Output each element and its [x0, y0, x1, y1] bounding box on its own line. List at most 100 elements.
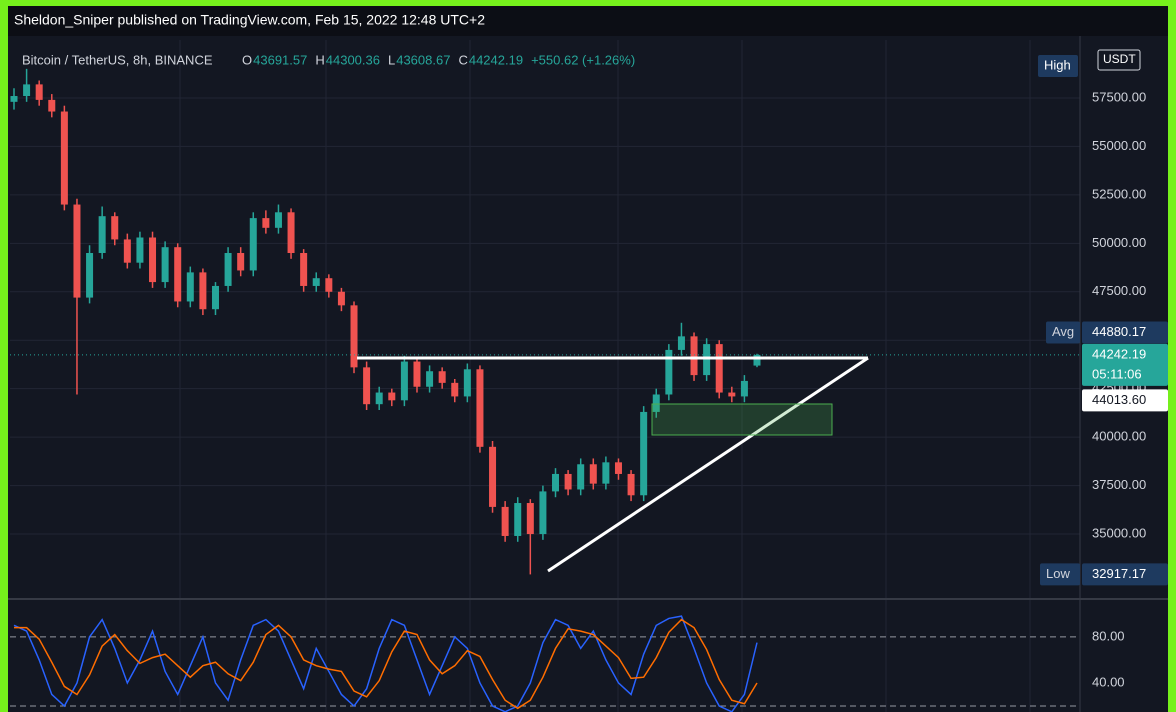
change: +550.62 (+1.26%) [531, 52, 635, 67]
candle-body [577, 464, 585, 490]
candle-body [728, 392, 736, 397]
candle-body [35, 84, 43, 100]
y-tick-label: 50000.00 [1092, 235, 1146, 250]
candle-body [48, 99, 56, 112]
ohlc-label: H [315, 52, 324, 67]
candle-body [413, 361, 421, 387]
candle-body [552, 473, 560, 492]
price-pane [10, 68, 1080, 575]
candle-body [249, 218, 257, 271]
candle-body [123, 239, 131, 263]
ohlc-label: L [388, 52, 395, 67]
candle-body [174, 247, 182, 302]
low-label: Low [1046, 566, 1070, 581]
candle-body [274, 212, 282, 228]
candle-body [690, 336, 698, 376]
candle-body [640, 411, 648, 496]
candle-body [375, 392, 383, 405]
candle-body [740, 380, 748, 397]
candle-body [300, 253, 308, 286]
currency-box [1097, 49, 1141, 71]
candle-body [400, 361, 408, 401]
candle-body [753, 354, 761, 366]
y-tick-label: 37500.00 [1092, 477, 1146, 492]
oscillator-pane [10, 615, 1080, 712]
candle-body [526, 503, 534, 535]
avg-box [1082, 321, 1168, 344]
countdown: 05:11:06 [1092, 366, 1142, 381]
candle-body [23, 84, 31, 97]
candle-body [350, 305, 358, 368]
candle-body [426, 371, 434, 387]
y-tick-label: 80.00 [1092, 628, 1125, 643]
candle-body [463, 369, 471, 397]
avg-value: 44880.17 [1092, 324, 1146, 339]
demand-zone [651, 403, 833, 436]
high-label-box [1038, 55, 1078, 77]
last-value: 44242.19 [1092, 346, 1146, 361]
candle-body [703, 344, 711, 376]
price-axis: 35000.0037500.0040000.0042500.0045000.00… [1038, 49, 1168, 689]
candle-body [237, 253, 245, 271]
candle-body [337, 291, 345, 306]
candle-body [476, 369, 484, 447]
publisher: Sheldon_Sniper published on TradingView.… [14, 12, 485, 28]
ohlc-value: 44300.36 [326, 52, 380, 67]
candle-body [60, 111, 68, 205]
candle-body [564, 473, 572, 490]
candle-body [589, 464, 597, 484]
drawings [357, 356, 869, 573]
candle-body [287, 212, 295, 254]
y-tick-label: 40.00 [1092, 674, 1125, 689]
candle-body [489, 446, 497, 507]
candle-body [627, 473, 635, 496]
high-label: High [1044, 57, 1071, 72]
last-box [1082, 343, 1168, 386]
candle-body [614, 462, 622, 474]
candle-body [262, 218, 270, 228]
ohlc-label: C [458, 52, 467, 67]
y-tick-label: 40000.00 [1092, 429, 1146, 444]
candle-body [363, 367, 371, 405]
ohlc-label: O [242, 52, 252, 67]
y-tick-label: 57500.00 [1092, 89, 1146, 104]
avg-label: Avg [1052, 324, 1074, 339]
avg-tag [1046, 321, 1080, 344]
candle-body [677, 336, 685, 350]
candle-body [388, 392, 396, 401]
y-tick-label: 52500.00 [1092, 186, 1146, 201]
y-tick-label: 47500.00 [1092, 283, 1146, 298]
candle-body [161, 247, 169, 283]
candle-body [98, 216, 106, 254]
candle-body [10, 96, 18, 102]
low-box [1082, 563, 1168, 586]
ohlc-value: 43608.67 [396, 52, 450, 67]
oscillator-line [13, 615, 758, 712]
trend-line [547, 356, 869, 573]
candle-body [136, 237, 144, 263]
symbol: Bitcoin / TetherUS, 8h, BINANCE [22, 52, 213, 67]
y-tick-label: 55000.00 [1092, 138, 1146, 153]
legend: Bitcoin / TetherUS, 8h, BINANCE O 43691.57… [22, 52, 635, 67]
mark-box [1082, 389, 1168, 412]
ohlc-value: 43691.57 [253, 52, 307, 67]
currency: USDT [1103, 52, 1136, 66]
candle-body [539, 491, 547, 535]
candle-body [186, 272, 194, 302]
candle-body [86, 253, 94, 298]
candle-body [149, 237, 157, 283]
candle-body [325, 278, 333, 292]
candle-body [73, 204, 81, 298]
candle-body [111, 216, 119, 240]
candle-body [652, 394, 660, 412]
candle-body [665, 349, 673, 395]
candle-body [224, 253, 232, 286]
header-bar [8, 6, 1168, 36]
oscillator-line [14, 618, 758, 710]
mark-value: 44013.60 [1092, 392, 1146, 407]
candle-body [602, 462, 610, 484]
candle-body [199, 272, 207, 310]
candle-body [451, 382, 459, 397]
